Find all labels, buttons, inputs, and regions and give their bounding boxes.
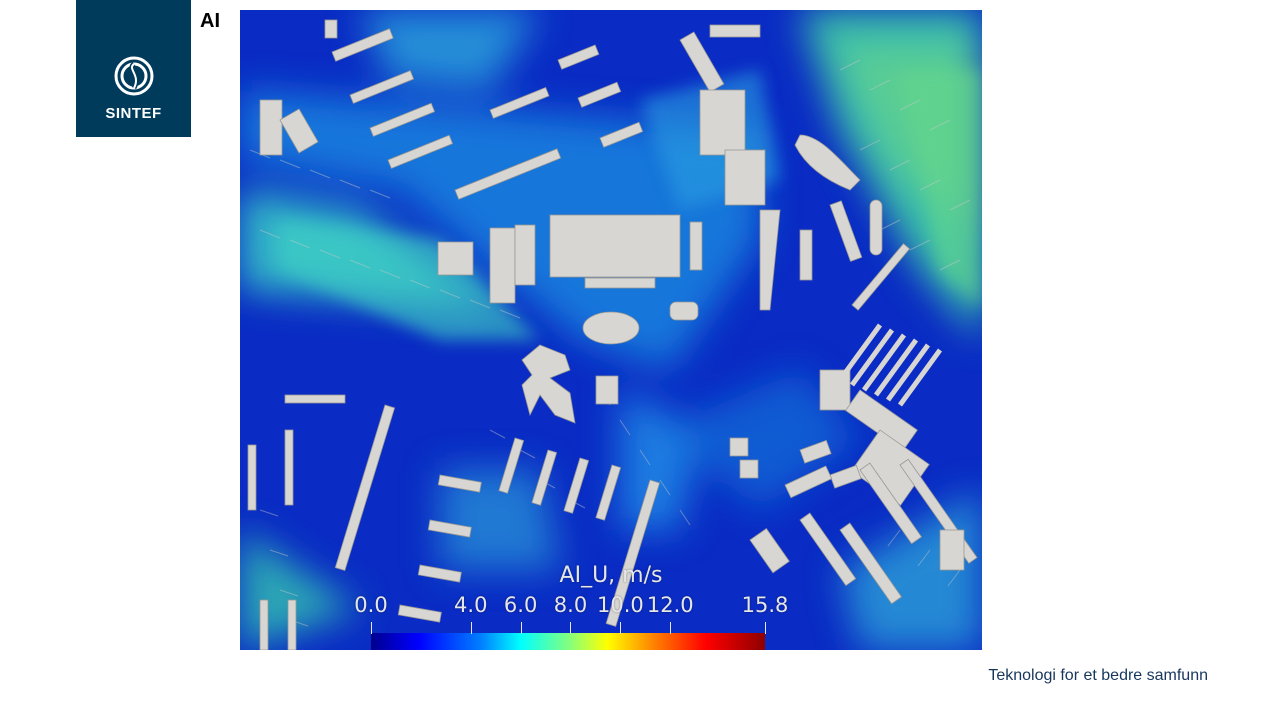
colorbar xyxy=(371,633,765,650)
colorbar-tick-mark xyxy=(765,622,766,634)
buildings xyxy=(247,19,978,650)
colorbar-tick-label: 10.0 xyxy=(596,593,644,617)
wind-speed-field xyxy=(240,10,982,650)
colorbar-tick-label: 8.0 xyxy=(553,593,588,617)
wind-field-visualization: AI_U, m/s 0.0 4.0 6.0 8.0 10.0 12.0 15.8 xyxy=(240,10,982,650)
colorbar-tick-mark xyxy=(520,622,522,634)
wind-field-map xyxy=(240,10,982,650)
colorbar-tick-mark xyxy=(620,622,622,634)
legend-title: AI_U, m/s xyxy=(559,563,663,588)
building-row-east xyxy=(837,323,943,407)
footer-tagline: Teknologi for et bedre samfunn xyxy=(988,667,1208,684)
colorbar-tick-label: 0.0 xyxy=(354,593,388,617)
slide-label: AI xyxy=(200,10,220,32)
sintef-logo-icon xyxy=(114,56,153,96)
colorbar-tick-mark xyxy=(570,622,572,634)
sintef-logo: SINTEF xyxy=(76,0,191,137)
colorbar-tick-label: 6.0 xyxy=(503,593,538,617)
wind-vectors xyxy=(249,59,971,627)
colorbar-tick-mark xyxy=(371,622,372,634)
colorbar-tick-label: 12.0 xyxy=(646,593,694,617)
colorbar-tick-label: 4.0 xyxy=(454,593,488,617)
colorbar-tick-mark xyxy=(470,622,472,634)
colorbar-tick-mark xyxy=(670,622,672,634)
colorbar-tick-label: 15.8 xyxy=(741,593,789,617)
logo-text: SINTEF xyxy=(105,105,162,122)
